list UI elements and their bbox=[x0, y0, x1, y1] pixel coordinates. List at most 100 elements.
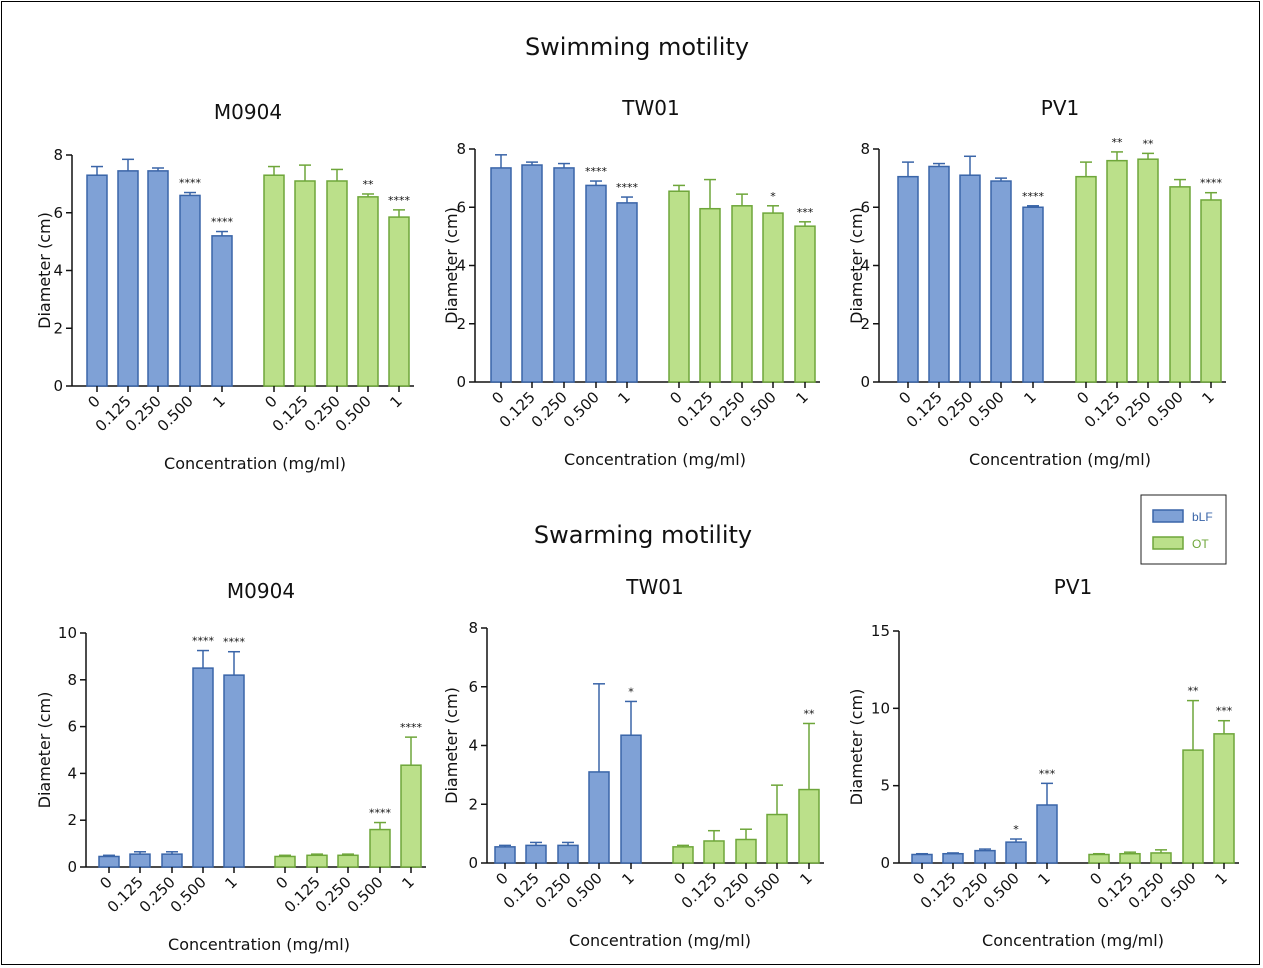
bar-ot bbox=[274, 855, 296, 868]
bar-ot bbox=[1137, 158, 1159, 383]
x-tick-label: 1 bbox=[386, 392, 405, 411]
x-tick-label: 1 bbox=[209, 392, 228, 411]
x-tick-label: 1 bbox=[1034, 869, 1053, 888]
x-tick-label: 1 bbox=[1198, 388, 1217, 407]
y-tick-label: 0 bbox=[456, 373, 466, 391]
bar-blf bbox=[990, 180, 1012, 383]
significance-label: ** bbox=[804, 707, 816, 720]
y-axis-label: Diameter (cm) bbox=[35, 692, 54, 809]
bar-blf bbox=[620, 734, 642, 864]
significance-label: **** bbox=[1200, 177, 1223, 190]
bar-ot bbox=[766, 813, 788, 864]
significance-label: **** bbox=[616, 181, 639, 194]
x-tick-label: 0.125 bbox=[678, 869, 721, 912]
bar-blf bbox=[525, 844, 547, 864]
x-tick-label: 0.250 bbox=[528, 388, 571, 431]
section-title: Swimming motility bbox=[525, 33, 749, 61]
bar-blf bbox=[211, 235, 233, 387]
chart-title: TW01 bbox=[621, 96, 679, 120]
significance-label: **** bbox=[211, 216, 234, 229]
y-tick-label: 6 bbox=[456, 198, 466, 216]
x-tick-label: 0 bbox=[96, 873, 115, 892]
bar-ot bbox=[1182, 749, 1204, 864]
bar-ot bbox=[1150, 852, 1172, 864]
bar-blf bbox=[117, 170, 139, 387]
y-tick-label: 6 bbox=[860, 198, 870, 216]
legend-swatch-blf bbox=[1152, 509, 1184, 523]
y-tick-label: 0 bbox=[67, 858, 77, 876]
x-tick-label: 0.500 bbox=[980, 869, 1023, 912]
y-axis-label: Diameter (cm) bbox=[35, 212, 54, 329]
bar-blf bbox=[557, 844, 579, 864]
x-axis-label: Concentration (mg/ml) bbox=[569, 931, 751, 950]
bar-ot bbox=[326, 180, 348, 387]
chart-title: M0904 bbox=[214, 100, 282, 124]
x-tick-label: 0 bbox=[666, 388, 685, 407]
significance-label: * bbox=[1013, 823, 1019, 836]
x-tick-label: 0 bbox=[492, 869, 511, 888]
chart-panel-3: PV1 0 2 4 6 8 Diameter (cm) Concentration (mg/m… bbox=[847, 96, 1226, 469]
x-tick-label: 0 bbox=[84, 392, 103, 411]
bar-ot bbox=[357, 196, 379, 387]
bar-blf bbox=[192, 667, 214, 868]
significance-label: ** bbox=[1112, 136, 1124, 149]
legend-swatch-ot bbox=[1152, 536, 1184, 550]
bar-ot bbox=[798, 788, 820, 864]
bar-blf bbox=[928, 165, 950, 383]
x-tick-label: 0 bbox=[909, 869, 928, 888]
x-tick-label: 0 bbox=[895, 388, 914, 407]
bar-blf bbox=[974, 849, 996, 864]
bar-blf bbox=[588, 771, 610, 864]
x-tick-label: 1 bbox=[1020, 388, 1039, 407]
bar-ot bbox=[400, 764, 422, 868]
x-axis-label: Concentration (mg/ml) bbox=[564, 450, 746, 469]
bar-blf bbox=[585, 184, 607, 383]
y-tick-label: 4 bbox=[53, 262, 63, 280]
x-tick-label: 0.125 bbox=[269, 392, 312, 435]
y-axis-label: Diameter (cm) bbox=[442, 687, 461, 804]
x-tick-label: 0.125 bbox=[674, 388, 717, 431]
y-tick-label: 2 bbox=[860, 315, 870, 333]
significance-label: **** bbox=[1022, 190, 1045, 203]
y-tick-label: 4 bbox=[468, 737, 478, 755]
chart-title: PV1 bbox=[1054, 575, 1092, 599]
x-axis-label: Concentration (mg/ml) bbox=[168, 935, 350, 954]
y-tick-label: 15 bbox=[871, 622, 890, 640]
bar-blf bbox=[179, 194, 201, 387]
bar-ot bbox=[1088, 853, 1110, 864]
x-tick-label: 0 bbox=[261, 392, 280, 411]
y-tick-label: 4 bbox=[456, 257, 466, 275]
y-tick-label: 5 bbox=[880, 777, 890, 795]
x-tick-label: 0.500 bbox=[965, 388, 1008, 431]
x-tick-label: 0.500 bbox=[1144, 388, 1187, 431]
bar-blf bbox=[616, 202, 638, 383]
bar-blf bbox=[1005, 841, 1027, 864]
x-tick-label: 1 bbox=[1211, 869, 1230, 888]
chart-panel-2: TW01 0 2 4 6 8 Diameter (cm) Concentration (mg/… bbox=[442, 96, 820, 469]
significance-label: **** bbox=[179, 177, 202, 190]
x-tick-label: 0.125 bbox=[496, 388, 539, 431]
x-tick-label: 1 bbox=[796, 869, 815, 888]
bar-ot bbox=[294, 180, 316, 387]
x-tick-label: 0.125 bbox=[500, 869, 543, 912]
bar-blf bbox=[494, 846, 516, 864]
bar-ot bbox=[762, 212, 784, 383]
x-tick-label: 0.250 bbox=[312, 873, 355, 916]
bar-blf bbox=[161, 853, 183, 868]
bar-ot bbox=[388, 216, 410, 387]
significance-label: *** bbox=[797, 206, 814, 219]
x-tick-label: 0.500 bbox=[560, 388, 603, 431]
bar-blf bbox=[1022, 206, 1044, 383]
bar-blf bbox=[86, 174, 108, 387]
bar-ot bbox=[703, 840, 725, 864]
y-tick-label: 0 bbox=[53, 377, 63, 395]
section-title: Swarming motility bbox=[534, 521, 752, 549]
x-tick-label: 0.500 bbox=[344, 873, 387, 916]
legend-label-ot: OT bbox=[1192, 537, 1209, 551]
bar-blf bbox=[147, 170, 169, 387]
x-axis-label: Concentration (mg/ml) bbox=[969, 450, 1151, 469]
y-tick-label: 10 bbox=[871, 699, 890, 717]
bar-ot bbox=[1106, 159, 1128, 383]
